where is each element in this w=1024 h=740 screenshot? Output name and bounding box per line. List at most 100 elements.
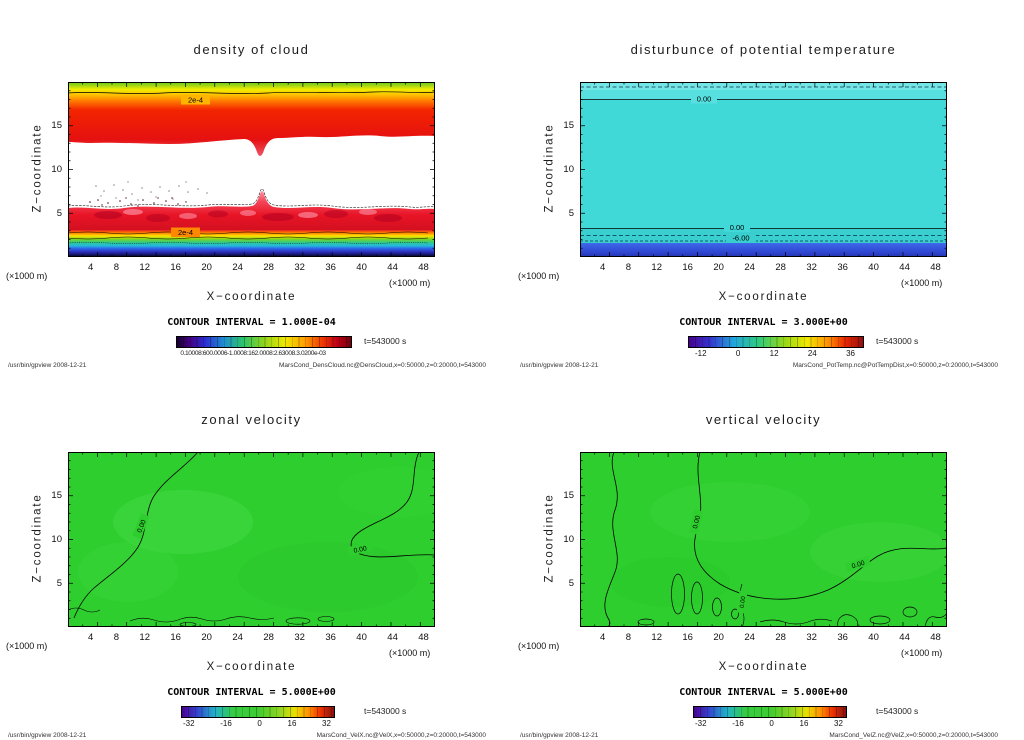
tick-label: 10	[563, 534, 574, 545]
x-axis-unit: (×1000 m)	[389, 278, 431, 288]
tick-label: 44	[899, 632, 910, 643]
time-label: t=543000 s	[876, 706, 919, 716]
x-axis-unit: (×1000 m)	[901, 648, 943, 658]
y-axis-unit: (×1000 m)	[518, 641, 560, 651]
x-tick-labels: 4 8 12 16 20 24 28 32 36 40 44 48	[600, 632, 941, 643]
colorbar-tick-labels: 0.10008:600.0006-1.0008:162.0008:2.63008…	[180, 350, 326, 357]
contour-label-right: 0.00	[845, 556, 871, 572]
tick-label: 20	[713, 632, 724, 643]
tick-label: 44	[387, 262, 398, 273]
colorbar	[181, 706, 335, 718]
velx-field	[68, 452, 435, 627]
footer-command: /usr/bin/gpview 2008-12-21	[8, 362, 87, 369]
pt-top-strip	[580, 82, 947, 90]
y-axis-unit: (×1000 m)	[518, 271, 560, 281]
footer-command: /usr/bin/gpview 2008-12-21	[8, 732, 87, 739]
contour-label-bottom: 0.00	[736, 590, 748, 614]
tick-label: 15	[563, 490, 574, 501]
tick-label: 24	[807, 349, 817, 358]
tick-label: -32	[183, 719, 195, 728]
contour-interval-label: CONTOUR INTERVAL = 5.000E+00	[167, 687, 336, 698]
tick-label: 40	[356, 262, 367, 273]
panel-title: disturbunce of potential temperature	[630, 42, 897, 57]
contour-label-text: 0.00	[730, 223, 745, 232]
panel-zonal-velocity: zonal velocity Z−coordinate 15 10 5 0.00	[0, 370, 512, 740]
tick-label: 0	[257, 719, 262, 728]
panel-vertical-velocity: vertical velocity Z−coordinate 15 10 5	[512, 370, 1024, 740]
time-label: t=543000 s	[364, 336, 407, 346]
tick-label: 16	[682, 262, 693, 273]
pt-field	[580, 82, 947, 257]
upper-cloud-deck	[68, 82, 435, 156]
tick-label: 8	[113, 262, 119, 273]
surface-contour-3	[68, 242, 429, 244]
y-tick-labels: 15 10 5	[548, 490, 574, 589]
plot-vertical-velocity: 0.00 0.00 0.00	[580, 452, 947, 627]
x-axis-unit: (×1000 m)	[901, 278, 943, 288]
x-axis-label: X−coordinate	[206, 291, 297, 303]
panel-title: vertical velocity	[705, 412, 822, 427]
tick-label: 20	[713, 262, 724, 273]
tick-label: 24	[232, 262, 243, 273]
tick-label: 36	[325, 632, 336, 643]
bottom-closed-contours	[179, 616, 335, 627]
tick-label: 24	[232, 632, 243, 643]
time-label: t=543000 s	[876, 336, 919, 346]
tick-label: 5	[568, 208, 574, 219]
contour-label-left: 0.00	[132, 513, 150, 539]
tick-label: 20	[201, 632, 212, 643]
tick-label: 40	[868, 632, 879, 643]
axis-tick-marks	[580, 452, 947, 627]
panel-title: zonal velocity	[201, 412, 302, 427]
footer-source: MarsCond_VelX.nc@VelX,x=0:50000,z=0:2000…	[316, 732, 486, 739]
contour-label-text: 0.00	[740, 595, 748, 608]
contour-label-text: 0.00	[136, 519, 148, 534]
updraft-closed-contours	[671, 573, 739, 620]
tick-label: 10	[563, 164, 574, 175]
contour-label-text: 0.00	[697, 95, 712, 104]
tick-label: 16	[682, 632, 693, 643]
contour-label-right: 0.00	[347, 542, 373, 556]
tick-label: 15	[51, 490, 62, 501]
tick-label: 12	[139, 262, 150, 273]
footer-source: MarsCond_VelZ.nc@VelZ,x=0:50000,z=0:2000…	[829, 732, 998, 739]
contour-label-upper: 2e-4	[181, 95, 210, 105]
lower-band-blotches	[94, 209, 402, 222]
tick-label: 28	[263, 632, 274, 643]
tick-label: 36	[837, 632, 848, 643]
tick-label: 5	[568, 578, 574, 589]
mid-level-speckles	[95, 181, 208, 201]
plot-potential-temperature: 0.00 0.00 -6.00	[580, 82, 947, 257]
tick-label: 8	[625, 262, 631, 273]
tick-label: 12	[139, 632, 150, 643]
tick-label: 28	[263, 262, 274, 273]
footer-command: /usr/bin/gpview 2008-12-21	[520, 362, 599, 369]
field-shading	[610, 482, 947, 607]
tick-label: 4	[88, 632, 94, 643]
surface-cold-layer	[580, 243, 947, 257]
contour-label-lower: 2e-4	[171, 227, 200, 237]
contour-label-text: 2e-4	[178, 228, 193, 237]
tick-label: 32	[294, 262, 305, 273]
tick-label: 32	[806, 262, 817, 273]
contour-interval-label: CONTOUR INTERVAL = 5.000E+00	[679, 687, 848, 698]
x-tick-labels: 4 8 12 16 20 24 28 32 36 40 44 48	[600, 262, 941, 273]
y-tick-labels: 15 10 5	[36, 490, 62, 589]
contour-label-text: 2e-4	[188, 96, 203, 105]
tick-label: 28	[775, 632, 786, 643]
x-axis-label: X−coordinate	[718, 661, 809, 673]
footer-command: /usr/bin/gpview 2008-12-21	[520, 732, 599, 739]
footer-source: MarsCond_PotTemp.nc@PotTempDist,x=0:5000…	[792, 362, 998, 369]
tick-label: 5	[56, 578, 62, 589]
colorbar	[693, 706, 847, 718]
tick-label: 12	[651, 632, 662, 643]
colorbar-tick-labels: -32 -16 0 16 32	[181, 719, 333, 728]
tick-label: 28	[775, 262, 786, 273]
plot-zonal-velocity: 0.00 0.00	[68, 452, 435, 627]
tick-label: 0	[769, 719, 774, 728]
tick-label: 32	[806, 632, 817, 643]
colorbar	[176, 336, 352, 348]
y-axis-unit: (×1000 m)	[6, 271, 48, 281]
tick-label: 24	[744, 262, 755, 273]
